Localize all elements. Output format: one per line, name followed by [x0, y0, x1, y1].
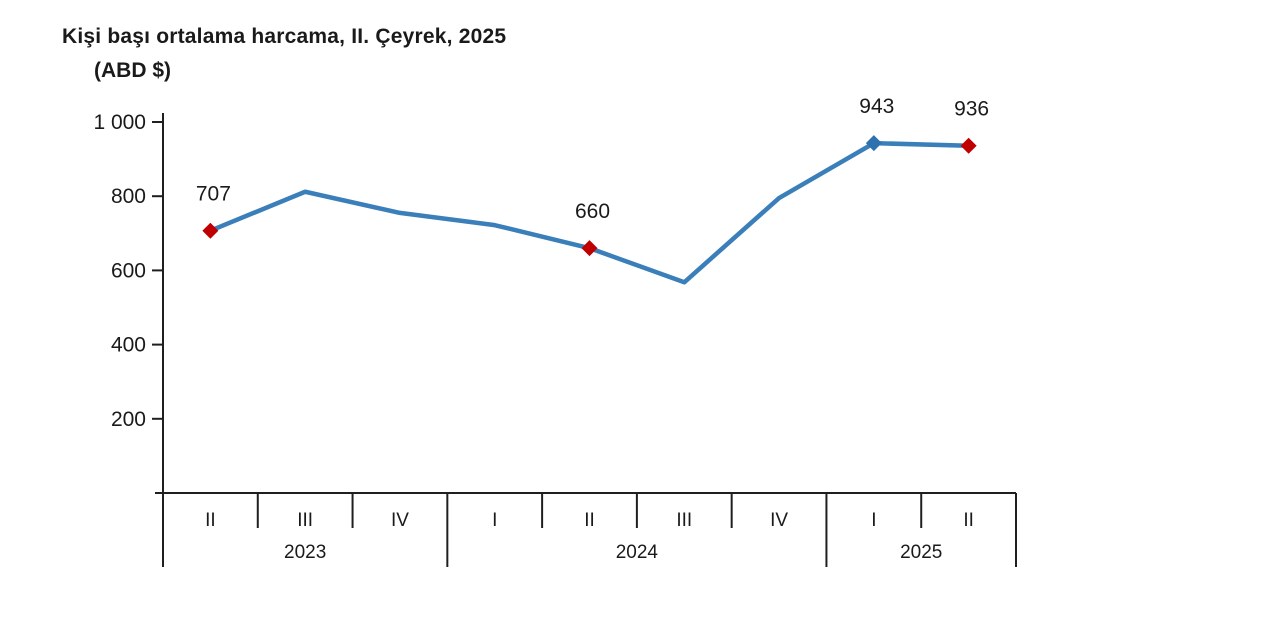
x-axis-year-label: 2023	[284, 542, 326, 563]
y-axis-tick-label: 400	[111, 334, 146, 357]
red-diamond-marker	[202, 222, 219, 239]
y-axis-tick-label: 200	[111, 408, 146, 431]
x-axis-quarter-label: I	[871, 510, 876, 531]
x-axis-quarter-label: II	[584, 510, 595, 531]
data-point-label: 936	[954, 98, 989, 121]
x-axis-quarter-label: IV	[770, 510, 788, 531]
x-axis-quarter-label: III	[297, 510, 313, 531]
x-axis-quarter-label: III	[676, 510, 692, 531]
data-point-label: 707	[196, 183, 231, 206]
x-axis-quarter-label: I	[492, 510, 497, 531]
red-diamond-marker	[581, 240, 598, 257]
x-axis-quarter-label: II	[963, 510, 974, 531]
x-axis-year-label: 2024	[616, 542, 659, 563]
red-diamond-marker	[960, 137, 977, 154]
data-point-label: 660	[575, 200, 610, 223]
y-axis-tick-label: 600	[111, 259, 146, 282]
x-axis-year-label: 2025	[900, 542, 942, 563]
blue-diamond-marker	[865, 135, 882, 152]
x-axis-quarter-label: IV	[391, 510, 409, 531]
chart-unit-label: (ABD $)	[94, 59, 171, 82]
x-axis-quarter-label: II	[205, 510, 216, 531]
y-axis-tick-label: 1 000	[93, 111, 146, 134]
data-point-label: 943	[859, 95, 894, 118]
y-axis-tick-label: 800	[111, 185, 146, 208]
chart-title: Kişi başı ortalama harcama, II. Çeyrek, …	[62, 25, 507, 48]
